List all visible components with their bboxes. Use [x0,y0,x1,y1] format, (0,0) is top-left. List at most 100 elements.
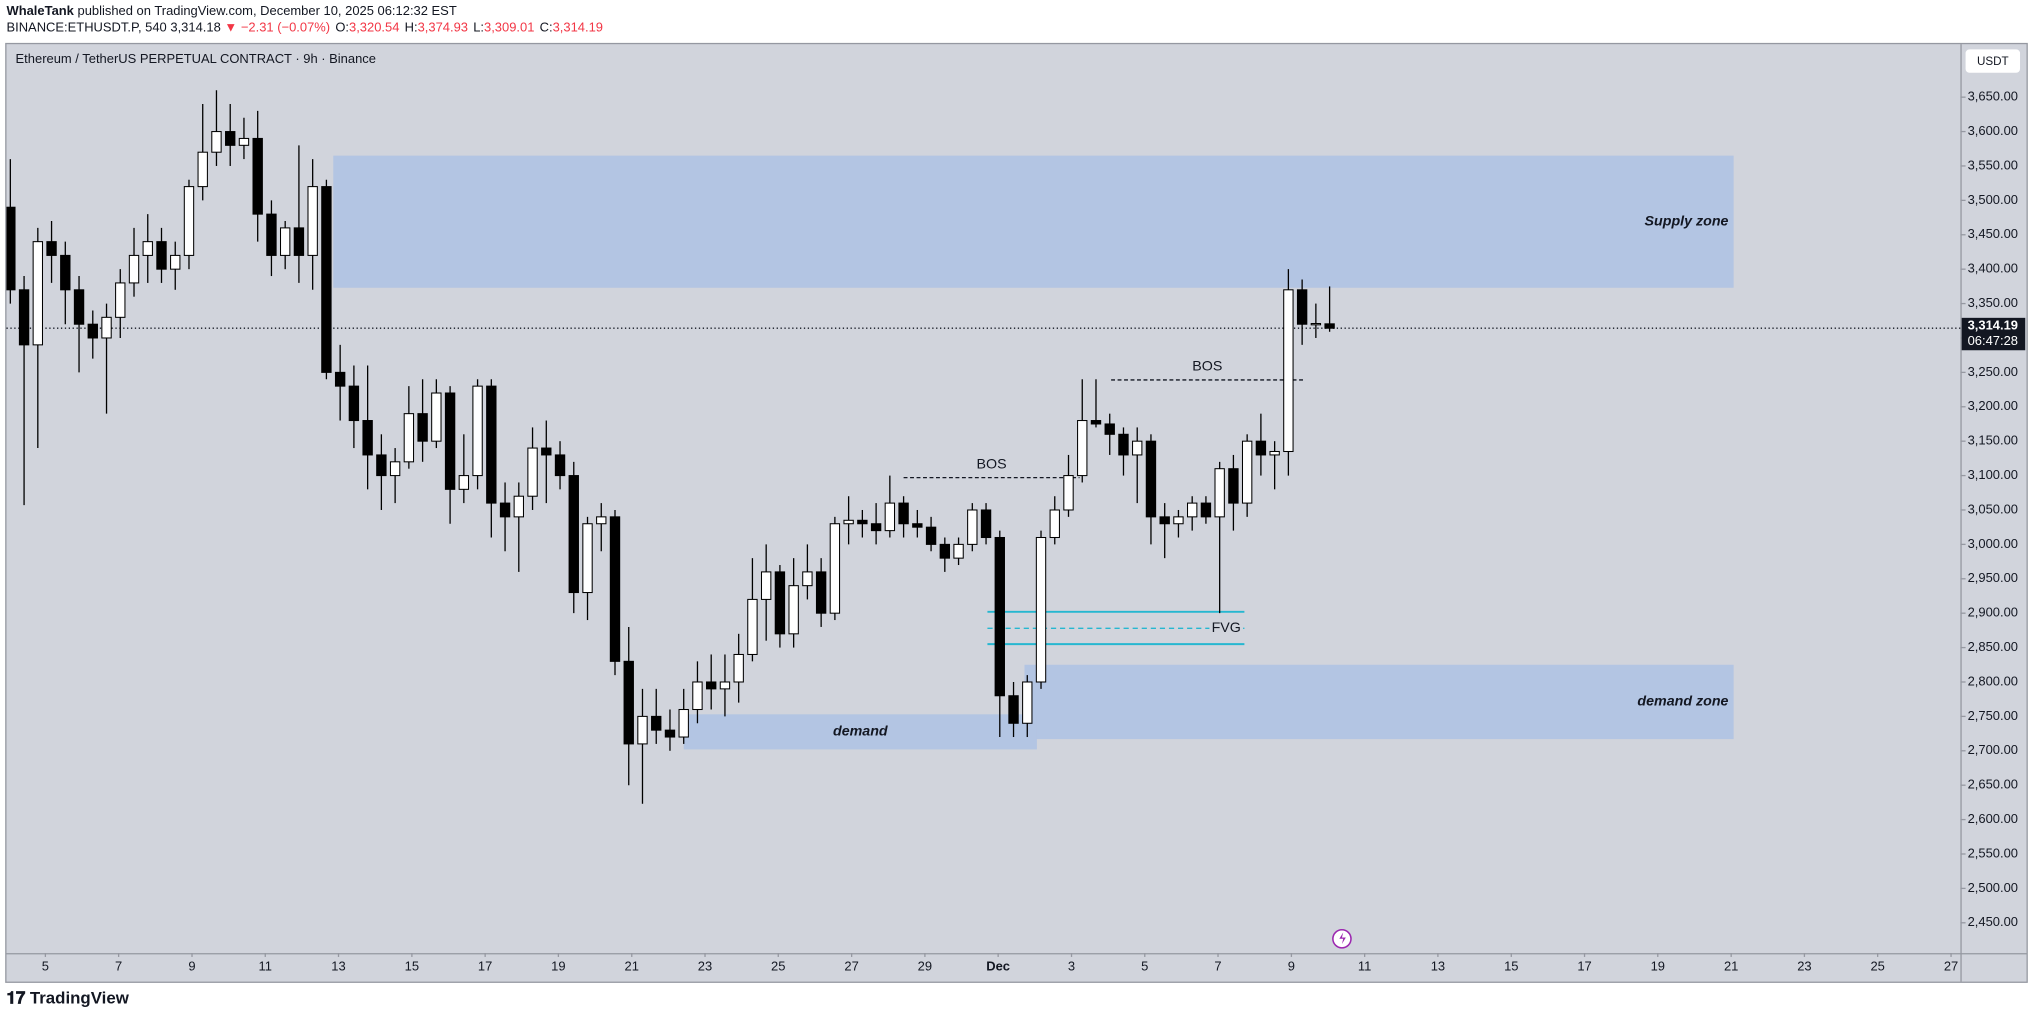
x-tick-label: 25 [1870,959,1884,974]
candle-body [60,254,71,291]
y-tick-label: 3,500.00 [1968,192,2018,207]
candle-body [774,571,786,635]
bos-label: BOS [976,456,1006,472]
candle-body [1324,323,1335,329]
candle-body [183,186,195,256]
y-tick-label: 3,100.00 [1968,467,2018,482]
candle-body [623,660,634,745]
y-tick-label: 3,600.00 [1968,123,2018,138]
candle-body [1228,468,1239,504]
y-tick-label: 2,950.00 [1968,570,2018,585]
ohlc-value: 3,309.01 [484,20,534,35]
x-tick-label: 27 [844,959,858,974]
brand-logo: 𝟏𝟕 [6,989,29,1008]
x-tick-label: 7 [1214,959,1221,974]
x-tick-label: 19 [551,959,565,974]
candle-body [389,461,401,477]
candle-body [431,392,442,442]
candle-body [582,523,593,594]
candle-body [829,523,841,614]
fvg-label: FVG [1212,620,1241,636]
y-tick-label: 3,000.00 [1968,536,2018,551]
zone [333,155,1734,288]
x-tick-label: Dec [986,959,1010,974]
x-tick-label: 15 [1504,959,1518,974]
fvg-label-bg [1209,619,1244,638]
candle-body [307,186,318,256]
zone-label: demand [833,724,888,740]
y-tick-label: 2,550.00 [1968,845,2018,860]
candle-body [403,413,415,463]
candle-body [115,282,126,318]
candle-body [128,254,140,284]
candle-body [18,289,30,346]
candle-body [609,516,621,662]
y-tick-label: 2,900.00 [1968,605,2018,620]
candle-body [499,502,511,518]
x-tick-label: 23 [698,959,712,974]
candle-body [1296,289,1308,325]
alert-bolt [1339,932,1346,944]
candle-body [733,653,744,683]
candle-body [293,227,305,256]
x-tick-label: 23 [1797,959,1811,974]
y-tick-label: 3,150.00 [1968,433,2018,448]
bos-label: BOS [1192,359,1222,375]
candle-body [1022,681,1033,724]
x-tick-label: 25 [771,959,785,974]
candle-body [994,536,1005,697]
candle-body [101,316,112,339]
x-tick-label: 5 [1141,959,1148,974]
ohlc-value: 3,374.93 [418,20,468,35]
candle-body [554,454,566,477]
candle-body [321,186,332,373]
candle-body [1118,433,1129,456]
plot: Supply zone demand zone demand FVG BOS BOS [6,90,1961,804]
x-tick-label: 9 [188,959,195,974]
candle-body [843,519,854,525]
x-tick-label: 27 [1944,959,1958,974]
candle-body [884,502,896,532]
header-line: BINANCE:ETHUSDT.P, 540 3,314.18 ▼ −2.31 … [6,20,603,35]
candle-body [32,241,44,346]
candle-body [156,241,167,270]
y-tick-label: 3,550.00 [1968,157,2018,172]
candle-body [1269,450,1280,456]
candle-body [953,543,964,559]
candle-body [472,385,483,477]
candle-body [1035,536,1047,683]
candle-body [252,137,263,215]
candle-body [46,241,57,256]
candle-body [664,729,676,738]
currency-button[interactable] [1965,49,2021,73]
axes: 3,650.00 3,600.00 3,550.00 3,500.00 3,450.00… [42,89,2026,974]
x-tick-label: 13 [331,959,345,974]
ohlc-key: L: [473,20,484,35]
zone [1024,664,1734,740]
candle-body [348,385,360,422]
zone-label: demand zone [1637,694,1728,710]
candle-body [87,323,98,339]
candle-body [1132,440,1143,456]
y-tick-label: 3,650.00 [1968,89,2018,104]
candle-body [1241,440,1253,504]
ohlc-key: O: [335,20,349,35]
candle-body [1159,516,1170,525]
y-tick-label: 2,650.00 [1968,777,2018,792]
x-tick-label: 21 [625,959,639,974]
y-tick-label: 2,600.00 [1968,811,2018,826]
price-tag-label: 3,314.19 [1968,318,2018,333]
ohlc-value: 3,320.54 [349,20,399,35]
candle-body [1077,420,1088,477]
candle-body [719,681,731,690]
candle-body [1104,423,1115,435]
candle-body [678,708,689,738]
y-tick-label: 2,800.00 [1968,673,2018,688]
candle-body [1283,289,1294,453]
y-tick-label: 3,050.00 [1968,501,2018,516]
brand-name: TradingView [30,989,130,1008]
currency[interactable]: USDT [1977,55,2009,68]
candle-body [458,475,470,490]
candle-body [1049,509,1060,539]
